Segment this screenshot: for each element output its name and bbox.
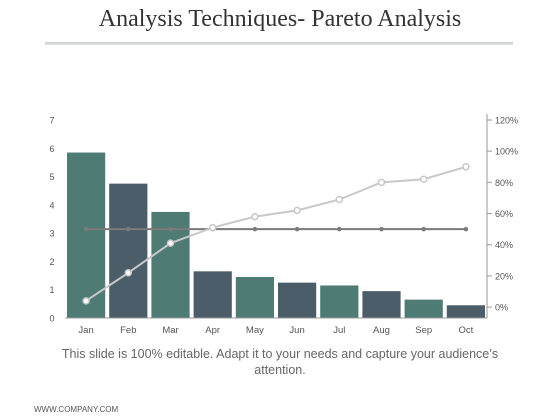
threshold-point bbox=[337, 226, 342, 232]
cumulative-point bbox=[166, 239, 175, 247]
cumulative-point bbox=[419, 175, 428, 183]
cumulative-point bbox=[293, 206, 301, 215]
left-axis-tick-label: 5 bbox=[49, 172, 54, 182]
left-axis-tick-label: 4 bbox=[49, 200, 54, 210]
threshold-point bbox=[126, 226, 131, 232]
right-axis-tick-label: 60% bbox=[495, 209, 513, 219]
x-tick-label: Jun bbox=[289, 325, 304, 336]
slide-caption: This slide is 100% editable. Adapt it to… bbox=[61, 347, 499, 377]
right-axis-tick-label: 40% bbox=[495, 240, 513, 250]
x-tick-label: Mar bbox=[162, 325, 178, 336]
right-axis-tick-label: 20% bbox=[495, 271, 513, 281]
left-axis-tick-label: 6 bbox=[49, 144, 54, 154]
threshold-point bbox=[252, 226, 258, 232]
x-tick-label: Jul bbox=[333, 325, 345, 336]
left-axis-tick-label: 1 bbox=[49, 285, 54, 295]
bar-may bbox=[235, 276, 274, 318]
cumulative-point bbox=[335, 195, 344, 204]
left-axis-tick-label: 3 bbox=[49, 229, 54, 239]
bar-jul bbox=[320, 285, 359, 318]
threshold-point bbox=[421, 226, 426, 232]
left-axis-tick-label: 7 bbox=[49, 116, 54, 126]
cumulative-point bbox=[208, 223, 217, 232]
right-axis-tick-label: 100% bbox=[495, 147, 518, 157]
bar-feb bbox=[109, 183, 148, 318]
bar-oct bbox=[446, 305, 485, 318]
title-divider bbox=[45, 42, 513, 45]
x-tick-label: Jan bbox=[78, 325, 93, 336]
cumulative-point bbox=[124, 269, 133, 277]
x-tick-label: May bbox=[246, 325, 264, 336]
left-axis-tick-label: 2 bbox=[49, 257, 54, 267]
right-axis-tick-label: 0% bbox=[495, 303, 508, 313]
x-tick-label: Feb bbox=[120, 325, 136, 336]
footer-url: WWW.COMPANY.COM bbox=[34, 405, 119, 414]
threshold-point bbox=[379, 226, 384, 232]
left-axis-tick-label: 0 bbox=[49, 314, 54, 324]
cumulative-point bbox=[377, 178, 386, 187]
bar-sep bbox=[404, 299, 443, 318]
page-title: Analysis Techniques- Pareto Analysis bbox=[98, 6, 462, 32]
right-axis-tick-label: 120% bbox=[495, 116, 518, 126]
x-tick-label: Apr bbox=[205, 325, 220, 336]
cumulative-line bbox=[85, 165, 467, 302]
threshold-point bbox=[168, 226, 173, 232]
bar-apr bbox=[193, 271, 232, 318]
cumulative-point bbox=[82, 297, 90, 305]
bar-jun bbox=[278, 282, 317, 318]
threshold-point bbox=[463, 226, 469, 232]
cumulative-point bbox=[251, 212, 259, 221]
x-tick-label: Aug bbox=[373, 325, 390, 336]
right-axis-tick-label: 80% bbox=[495, 178, 513, 188]
threshold-point bbox=[83, 226, 89, 232]
x-tick-label: Oct bbox=[459, 325, 474, 336]
threshold-point bbox=[294, 226, 300, 232]
x-tick-label: Sep bbox=[415, 325, 432, 336]
cumulative-point bbox=[462, 163, 470, 171]
bar-aug bbox=[362, 291, 401, 318]
bar-jan bbox=[67, 152, 106, 318]
